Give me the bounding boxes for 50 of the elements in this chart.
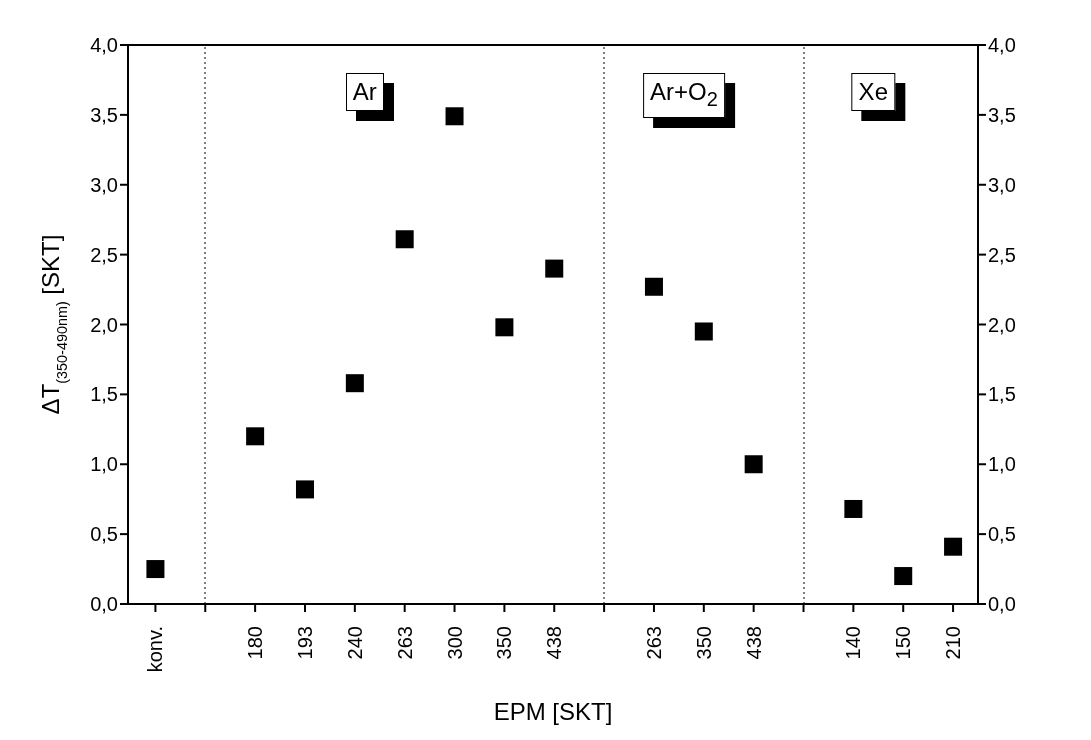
point xyxy=(395,230,414,249)
y2-tick-label: 1,0 xyxy=(988,453,1016,476)
x-axis-title: EPM [SKT] xyxy=(493,698,613,725)
point xyxy=(146,560,165,579)
y-tick-label: 0,5 xyxy=(90,523,118,546)
y2-tick-label: 2,0 xyxy=(988,313,1016,336)
point xyxy=(844,499,863,518)
x-tick-label: 263 xyxy=(642,626,665,660)
y2-tick-label: 1,5 xyxy=(988,383,1016,406)
point xyxy=(694,322,713,341)
y2-tick-label: 0,5 xyxy=(988,523,1016,546)
y-tick-label: 3,5 xyxy=(90,103,118,126)
y2-tick-label: 3,0 xyxy=(988,173,1016,196)
y-tick-label: 4,0 xyxy=(90,34,118,57)
point xyxy=(744,455,763,474)
point xyxy=(445,107,464,126)
point xyxy=(345,374,364,393)
y-tick-label: 1,0 xyxy=(90,453,118,476)
point xyxy=(246,427,265,446)
x-tick-label: 350 xyxy=(692,626,715,660)
annotation: Ar+O$_{2}$ xyxy=(642,73,725,118)
y2-tick-label: 4,0 xyxy=(988,34,1016,57)
y-tick-label: 3,0 xyxy=(90,173,118,196)
point xyxy=(495,318,514,337)
y2-tick-label: 3,5 xyxy=(988,103,1016,126)
x-tick-label: 193 xyxy=(293,626,316,660)
point xyxy=(894,567,913,586)
annotation: Ar xyxy=(345,73,384,111)
point xyxy=(644,277,663,296)
x-tick-label: 180 xyxy=(244,626,267,660)
x-tick-label: 438 xyxy=(742,626,765,660)
y2-tick-label: 2,5 xyxy=(988,243,1016,266)
y-tick-label: 2,0 xyxy=(90,313,118,336)
x-tick-label: 210 xyxy=(942,626,965,660)
y-tick-label: 1,5 xyxy=(90,383,118,406)
y2-tick-label: 0,0 xyxy=(988,593,1016,616)
point xyxy=(545,259,564,278)
y-tick-label: 2,5 xyxy=(90,243,118,266)
x-tick-label: 140 xyxy=(842,626,865,660)
point xyxy=(295,480,314,499)
y-tick-label: 0,0 xyxy=(90,593,118,616)
x-tick-label: konv. xyxy=(144,626,167,673)
annotation: Xe xyxy=(851,73,895,111)
x-tick-label: 240 xyxy=(343,626,366,660)
x-tick-label: 263 xyxy=(393,626,416,660)
x-tick-label: 438 xyxy=(543,626,566,660)
x-tick-label: 350 xyxy=(493,626,516,660)
x-tick-label: 300 xyxy=(443,626,466,660)
x-tick-label: 150 xyxy=(892,626,915,660)
point xyxy=(944,537,963,556)
